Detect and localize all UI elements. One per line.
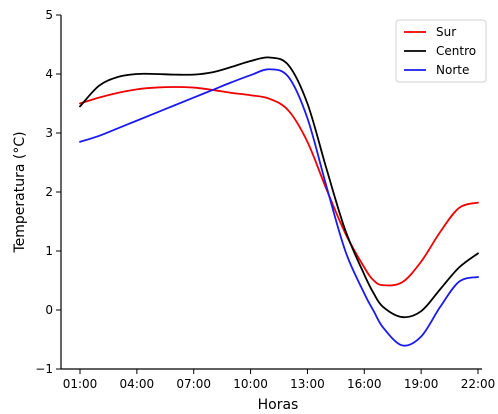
x-tick-label: 01:00	[63, 377, 98, 391]
x-tick-label: 07:00	[176, 377, 211, 391]
x-tick-label: 22:00	[461, 377, 496, 391]
y-tick-label: 5	[45, 8, 53, 22]
y-tick-label: 1	[45, 244, 53, 258]
x-axis-label: Horas	[258, 397, 299, 413]
legend: Sur Centro Norte	[395, 19, 487, 83]
series-line-sur	[79, 86, 479, 287]
y-axis-label: Temperatura (°C)	[12, 131, 28, 253]
axes: −1 0 1 2 3 4 5 01:00 04:00 07:00 10:00 13:00 16:00 19…	[35, 8, 495, 391]
y-tick-label: 3	[45, 126, 53, 140]
legend-label-norte: Norte	[436, 63, 469, 77]
legend-label-centro: Centro	[436, 44, 476, 58]
legend-label-sur: Sur	[436, 25, 456, 39]
series-line-centro	[79, 56, 479, 319]
x-tick-label: 10:00	[233, 377, 268, 391]
x-tick-label: 16:00	[347, 377, 382, 391]
series-line-norte	[79, 68, 479, 347]
x-tick-label: 19:00	[404, 377, 439, 391]
legend-box	[395, 19, 487, 83]
x-tick-label: 13:00	[290, 377, 325, 391]
x-tick-label: 04:00	[120, 377, 155, 391]
y-tick-label: 4	[45, 67, 53, 81]
series-layer	[79, 56, 479, 347]
y-tick-label: 2	[45, 185, 53, 199]
y-tick-label: −1	[35, 362, 53, 376]
y-tick-label: 0	[45, 303, 53, 317]
